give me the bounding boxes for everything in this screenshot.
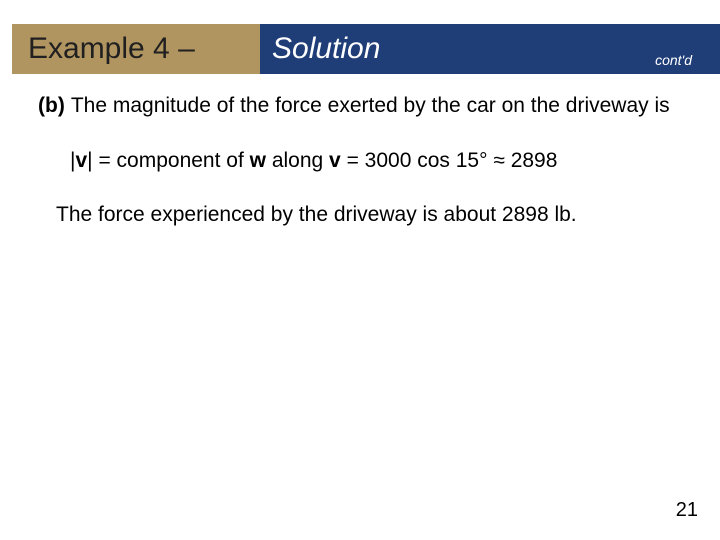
- header-right-bar: cont'd: [392, 24, 720, 74]
- calc-text-2: along: [266, 149, 329, 172]
- part-label: (b): [38, 92, 71, 119]
- vector-w: w: [250, 149, 266, 172]
- title-prefix: Example 4 –: [12, 24, 260, 74]
- continued-label: cont'd: [655, 52, 692, 68]
- title-emphasis: Solution: [260, 24, 392, 74]
- approx-symbol: ≈: [493, 149, 505, 172]
- calc-result: 2898: [505, 149, 558, 172]
- title-bar: Example 4 – Solution: [12, 24, 392, 74]
- part-b-statement: (b) The magnitude of the force exerted b…: [38, 92, 682, 119]
- vector-v: v: [75, 149, 87, 172]
- part-text: The magnitude of the force exerted by th…: [71, 92, 670, 119]
- page-number: 21: [676, 499, 698, 522]
- calc-text-3: = 3000 cos 15°: [341, 149, 494, 172]
- calculation-line: |v| = component of w along v = 3000 cos …: [70, 147, 682, 174]
- calc-text-1: | = component of: [87, 149, 249, 172]
- slide-body: (b) The magnitude of the force exerted b…: [38, 92, 682, 228]
- vector-v-2: v: [329, 149, 341, 172]
- conclusion-text: The force experienced by the driveway is…: [56, 201, 682, 228]
- slide: Example 4 – Solution cont'd (b) The magn…: [0, 0, 720, 540]
